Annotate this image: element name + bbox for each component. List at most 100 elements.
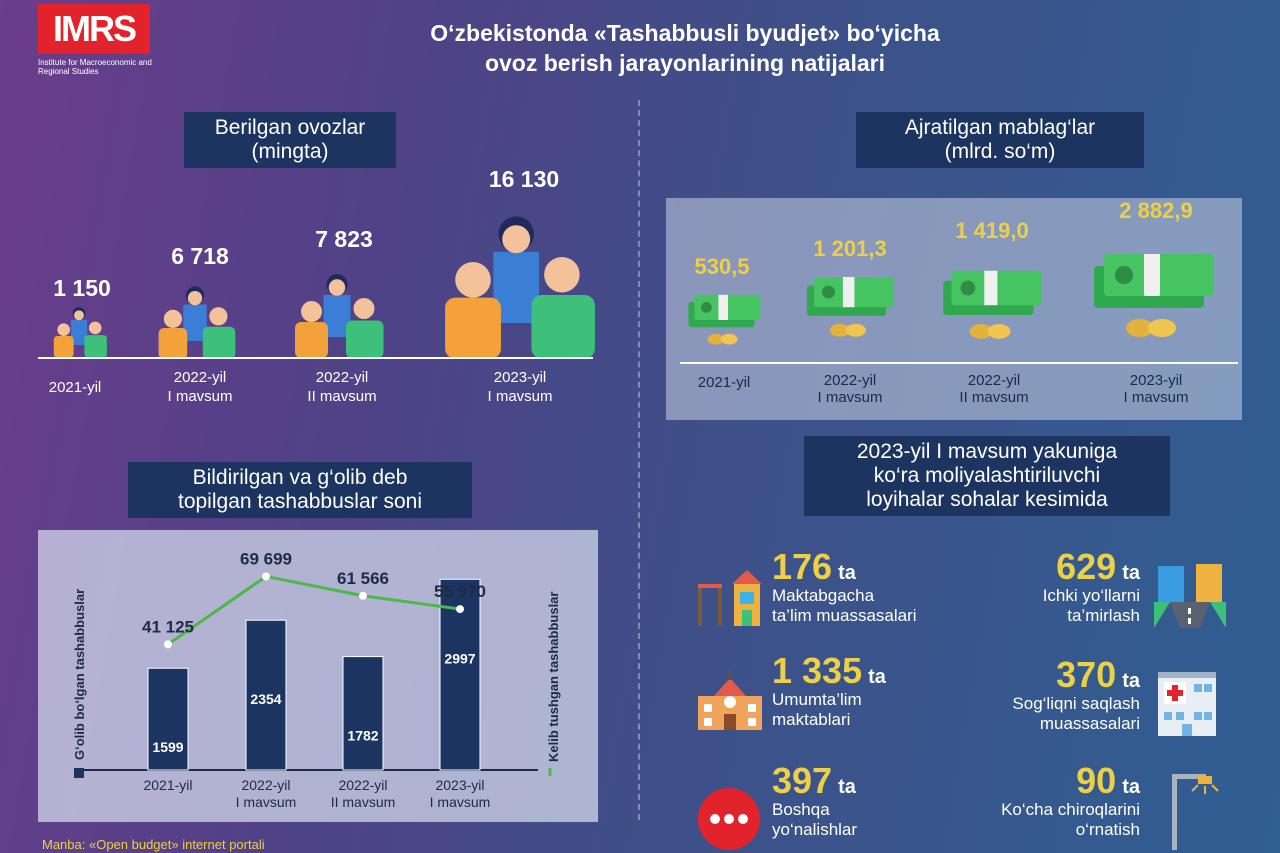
title-line-1: O‘zbekistonda «Tashabbusli byudjet» bo‘y…	[430, 20, 940, 46]
bar-value-label: 2354	[250, 691, 281, 707]
x-tick-label: 2022-yil	[241, 777, 290, 793]
sector-label-1: Ichki yo‘llarni	[1042, 586, 1140, 605]
initiatives-chart-panel	[38, 530, 598, 822]
sector-preschool: 176 ta Maktabgacha ta’lim muassasalari	[772, 548, 917, 626]
x-tick-label: II mavsum	[331, 794, 396, 810]
bar-value-label: 1782	[347, 728, 378, 744]
sector-label-2: yo‘nalishlar	[772, 820, 858, 839]
votes-title: Berilgan ovozlar (mingta)	[184, 112, 396, 168]
playground-icon	[698, 570, 762, 626]
bar-value-label: 2997	[444, 650, 475, 666]
school-icon	[698, 670, 762, 730]
funds-value-2023-1: 2 882,9	[1119, 198, 1193, 223]
funds-season-label: II mavsum	[959, 389, 1029, 406]
hospital-icon	[1158, 672, 1216, 736]
funds-title-line-1: Ajratilgan mablag‘lar	[904, 116, 1096, 139]
sector-label-1: Boshqa	[772, 800, 830, 819]
sector-healthcare: 370 ta Sog‘liqni saqlash muassasalari	[950, 656, 1140, 734]
title-line-2: ovoz berish jarayonlarining natijalari	[484, 50, 886, 76]
votes-year-label: 2022-yil	[315, 369, 369, 386]
voters-illustration-small	[53, 307, 107, 358]
funds-year-label: 2021-yil	[697, 374, 751, 391]
sector-unit: ta	[838, 776, 856, 798]
votes-year-2022-2: 2022-yil II mavsum	[262, 368, 422, 406]
road-icon	[1154, 564, 1226, 628]
votes-year-label: 2021-yil	[48, 379, 102, 396]
x-tick-label: I mavsum	[430, 794, 491, 810]
funds-title-line-2: (mlrd. so‘m)	[944, 140, 1056, 163]
sector-label-2: maktablari	[772, 710, 851, 729]
line-value-label: 61 566	[337, 569, 389, 588]
sector-label-1: Umumta’lim	[772, 690, 862, 709]
sector-label-2: muassasalari	[1039, 714, 1140, 733]
votes-year-label: 2023-yil	[493, 369, 547, 386]
votes-season-label: II mavsum	[307, 388, 377, 405]
funds-season-label: I mavsum	[817, 389, 883, 406]
sector-label-2: ta’lim muassasalari	[772, 606, 917, 625]
line-point	[164, 640, 172, 649]
sector-unit: ta	[1122, 670, 1140, 692]
money-stack-icon	[806, 276, 894, 337]
bar	[245, 619, 287, 771]
sector-count: 397	[772, 760, 833, 801]
sector-label-1: Maktabgacha	[772, 586, 875, 605]
funds-value-2021: 530,5	[694, 254, 750, 279]
votes-season-label: I mavsum	[167, 388, 233, 405]
votes-value-2023-1: 16 130	[488, 166, 560, 192]
street-lamp-icon	[1172, 774, 1219, 850]
bar	[147, 667, 189, 771]
x-tick-label: 2022-yil	[338, 777, 387, 793]
sector-label-1: Sog‘liqni saqlash	[1012, 694, 1140, 713]
votes-year-2021: 2021-yil	[0, 378, 155, 397]
sector-street-lamps: 90 ta Ko‘cha chiroqlarini o‘rnatish	[950, 762, 1140, 840]
imrs-logo: IMRS Institute for Macroeconomic and Reg…	[38, 4, 156, 76]
sector-label-2: ta’mirlash	[1067, 606, 1140, 625]
sector-unit: ta	[868, 666, 886, 688]
x-tick-label: 2021-yil	[143, 777, 192, 793]
votes-baseline	[38, 357, 593, 359]
funds-value-2022-2: 1 419,0	[955, 218, 1029, 243]
more-dots-icon	[698, 788, 760, 850]
funds-baseline	[680, 362, 1238, 364]
voters-illustration-medium-1	[158, 286, 236, 358]
initiatives-title-line-1: Bildirilgan va g‘olib deb	[192, 466, 408, 489]
initiatives-title: Bildirilgan va g‘olib deb topilgan tasha…	[128, 462, 472, 518]
sectors-title-line-3: loyihalar sohalar kesimida	[866, 488, 1108, 511]
votes-year-2022-1: 2022-yil I mavsum	[120, 368, 280, 406]
sectors-title-line-1: 2023-yil I mavsum yakuniga	[856, 440, 1118, 463]
sector-unit: ta	[1122, 562, 1140, 584]
funds-year-label: 2022-yil	[967, 372, 1021, 389]
votes-title-line-1: Berilgan ovozlar	[214, 116, 366, 139]
sector-count: 370	[1056, 654, 1117, 695]
funds-year-label: 2023-yil	[1129, 372, 1183, 389]
line-value-label: 41 125	[142, 617, 194, 636]
votes-title-line-2: (mingta)	[251, 140, 329, 163]
sector-count: 90	[1076, 760, 1117, 801]
votes-year-label: 2022-yil	[173, 369, 227, 386]
funds-year-2023-1: 2023-yil I mavsum	[1076, 372, 1236, 406]
sector-count: 1 335	[772, 650, 863, 691]
money-stack-icon	[688, 294, 761, 345]
funds-title: Ajratilgan mablag‘lar (mlrd. so‘m)	[856, 112, 1144, 168]
votes-value-2021: 1 150	[53, 275, 111, 301]
initiatives-title-line-2: topilgan tashabbuslar soni	[177, 490, 422, 513]
funds-year-label: 2022-yil	[823, 372, 877, 389]
legend-swatch-bar	[74, 768, 84, 778]
legend-label-line: Kelib tushgan tashabbuslar	[546, 592, 561, 762]
sector-count: 629	[1056, 546, 1117, 587]
sector-unit: ta	[838, 562, 856, 584]
sector-schools: 1 335 ta Umumta’lim maktablari	[772, 652, 886, 730]
line-value-label: 69 699	[240, 549, 292, 568]
sector-count: 176	[772, 546, 833, 587]
funds-value-2022-1: 1 201,3	[813, 236, 887, 261]
bar-value-label: 1599	[152, 739, 183, 755]
sector-unit: ta	[1122, 776, 1140, 798]
source-note: Manba: «Open budget» internet portali	[42, 837, 265, 852]
voters-illustration-large	[445, 216, 595, 358]
funds-season-label: I mavsum	[1123, 389, 1189, 406]
voters-illustration-medium-2	[295, 274, 384, 358]
vertical-divider	[638, 100, 640, 820]
funds-year-2022-2: 2022-yil II mavsum	[914, 372, 1074, 406]
logo-subtitle: Institute for Macroeconomic and Regional…	[38, 58, 152, 76]
votes-value-2022-2: 7 823	[315, 226, 373, 252]
